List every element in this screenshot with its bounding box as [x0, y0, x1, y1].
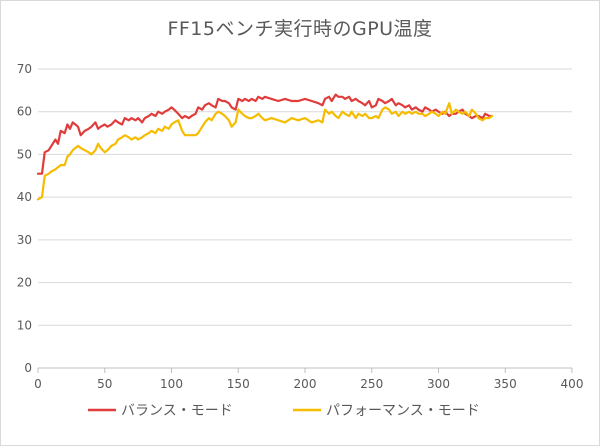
y-tick-label: 60	[17, 105, 32, 119]
y-tick-label: 10	[17, 318, 32, 332]
x-tick-label: 350	[494, 377, 517, 391]
x-tick-label: 100	[160, 377, 183, 391]
chart-title: FF15ベンチ実行時のGPU温度	[167, 18, 433, 40]
y-tick-label: 0	[24, 361, 32, 375]
y-tick-label: 50	[17, 147, 32, 161]
legend-label-1: パフォーマンス・モード	[326, 403, 480, 419]
x-tick-label: 200	[294, 377, 317, 391]
x-tick-label: 300	[427, 377, 450, 391]
legend: バランス・モード パフォーマンス・モード	[88, 403, 480, 419]
series-line-0	[36, 93, 493, 175]
x-tick-label: 250	[360, 377, 383, 391]
legend-label-0: バランス・モード	[121, 403, 233, 419]
series-lines	[36, 93, 493, 201]
axes	[37, 367, 573, 373]
y-tick-label: 40	[17, 190, 32, 204]
gridlines	[38, 68, 572, 326]
series-line-1	[36, 102, 493, 201]
x-tick-label: 400	[561, 377, 584, 391]
tick-labels: 0 10 20 30 40 50 60 70 0 50 100 150 200 250 300 350 400	[17, 62, 584, 391]
x-tick-label: 0	[34, 377, 42, 391]
y-tick-label: 20	[17, 276, 32, 290]
y-tick-label: 70	[17, 62, 32, 76]
y-tick-label: 30	[17, 233, 32, 247]
x-tick-label: 50	[97, 377, 112, 391]
x-tick-label: 150	[227, 377, 250, 391]
